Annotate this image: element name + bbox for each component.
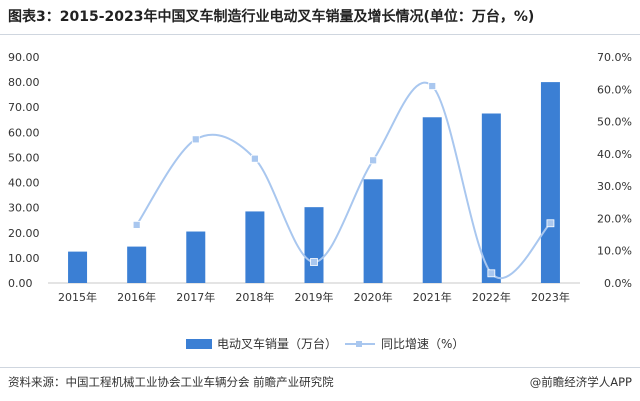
bar-2022年 xyxy=(481,113,501,283)
x-label-7: 2022年 xyxy=(472,290,511,304)
marker-2020年 xyxy=(369,156,378,165)
bar-2019年 xyxy=(304,207,324,283)
bar-2020年 xyxy=(363,179,383,283)
legend: 电动叉车销量（万台） 同比增速（%） xyxy=(0,334,640,354)
x-label-1: 2016年 xyxy=(117,290,156,304)
right-tick-label-7: 70.0% xyxy=(597,51,632,64)
bar-2016年 xyxy=(127,246,147,283)
header-divider xyxy=(0,34,640,35)
left-axis-ticks: 0.00 10.00 20.00 30.00 40.00 50.00 60.00 70.00 8… xyxy=(8,51,40,290)
x-label-2: 2017年 xyxy=(176,290,215,304)
left-tick-label-6: 60.00 xyxy=(8,126,40,139)
combo-chart: 0.00 10.00 20.00 30.00 40.00 50.00 60.00 70.00 8… xyxy=(8,51,632,304)
legend-bar-label: 电动叉车销量（万台） xyxy=(217,336,337,351)
bar-2018年 xyxy=(245,211,265,283)
x-axis-labels: 2015年 2016年 2017年 2018年 2019年 2020年 2021年 2022年… xyxy=(58,290,570,304)
bar-2017年 xyxy=(186,231,206,283)
marker-2021年 xyxy=(428,82,437,90)
x-label-5: 2020年 xyxy=(354,290,393,304)
right-axis-ticks: 0.0% 10.0% 20.0% 30.0% 40.0% 50.0% 60.0% 70.0% xyxy=(597,51,632,290)
legend-line-label: 同比增速（%） xyxy=(381,337,464,351)
x-label-4: 2019年 xyxy=(295,290,334,304)
growth-line xyxy=(135,81,552,279)
right-tick-label-4: 40.0% xyxy=(597,148,632,161)
left-tick-label-2: 20.00 xyxy=(8,227,40,240)
bar-2015年 xyxy=(68,251,88,283)
right-tick-label-0: 0.0% xyxy=(604,277,632,290)
x-label-0: 2015年 xyxy=(58,290,97,304)
footer-divider xyxy=(0,367,640,368)
right-tick-label-1: 10.0% xyxy=(597,245,632,258)
right-tick-label-5: 50.0% xyxy=(597,116,632,129)
source-note: 资料来源：中国工程机械工业协会工业车辆分会 前瞻产业研究院 xyxy=(8,375,334,389)
growth-markers xyxy=(132,82,555,278)
x-label-6: 2021年 xyxy=(413,290,452,304)
marker-2017年 xyxy=(191,135,200,144)
right-tick-label-2: 20.0% xyxy=(597,212,632,225)
left-tick-label-8: 80.00 xyxy=(8,76,40,89)
bar-series xyxy=(68,82,560,284)
chart-title: 图表3：2015-2023年中国叉车制造行业电动叉车销量及增长情况(单位：万台，… xyxy=(8,9,535,25)
bar-2021年 xyxy=(422,117,442,284)
right-tick-label-6: 60.0% xyxy=(597,83,632,96)
legend-bar-swatch xyxy=(186,339,212,349)
legend-line-marker xyxy=(356,341,362,347)
right-tick-label-3: 30.0% xyxy=(597,180,632,193)
brand-credit: @前瞻经济学人APP xyxy=(529,375,632,389)
x-label-8: 2023年 xyxy=(531,290,570,304)
bar-2023年 xyxy=(540,82,560,283)
left-tick-label-4: 40.00 xyxy=(8,177,40,190)
marker-2022年 xyxy=(487,269,496,278)
left-tick-label-7: 70.00 xyxy=(8,101,40,114)
marker-2023年 xyxy=(546,219,555,228)
marker-2019年 xyxy=(310,258,318,266)
x-label-3: 2018年 xyxy=(235,290,274,304)
left-tick-label-1: 10.00 xyxy=(8,252,40,265)
marker-2018年 xyxy=(250,154,259,163)
left-tick-label-9: 90.00 xyxy=(8,51,40,64)
left-tick-label-3: 30.00 xyxy=(8,202,40,215)
left-tick-label-5: 50.00 xyxy=(8,151,40,164)
marker-2016年 xyxy=(132,220,141,229)
left-tick-label-0: 0.00 xyxy=(8,277,33,290)
